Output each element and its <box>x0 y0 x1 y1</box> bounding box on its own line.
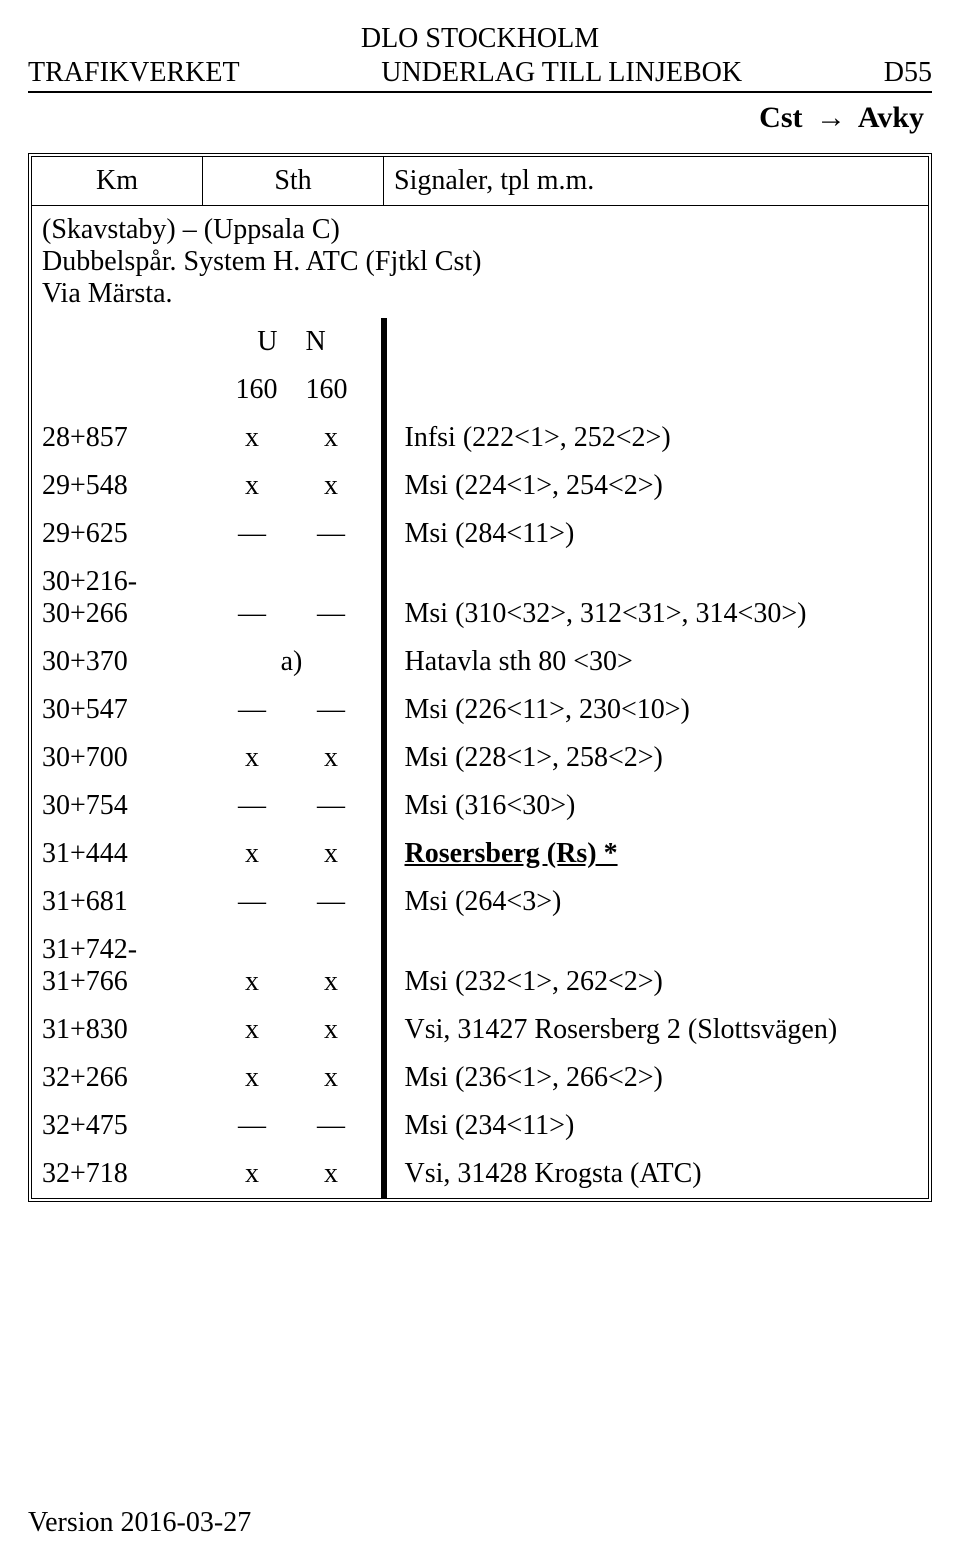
header-row: TRAFIKVERKET UNDERLAG TILL LINJEBOK D55 <box>28 57 932 93</box>
sth-cell: xx <box>203 830 384 878</box>
table-row: 32+718xxVsi, 31428 Krogsta (ATC) <box>32 1150 928 1198</box>
table-row: 30+754——Msi (316<30>) <box>32 782 928 830</box>
table-row: 32+475——Msi (234<11>) <box>32 1102 928 1150</box>
km-cell: 31+444 <box>32 830 203 878</box>
section-description-row: (Skavstaby) – (Uppsala C)Dubbelspår. Sys… <box>32 205 928 318</box>
signal-cell: Msi (228<1>, 258<2>) <box>384 734 929 782</box>
table-row: 31+444xxRosersberg (Rs) * <box>32 830 928 878</box>
signal-cell: Rosersberg (Rs) * <box>384 830 929 878</box>
table-row: 31+830xxVsi, 31427 Rosersberg 2 (Slottsv… <box>32 1006 928 1054</box>
km-cell: 31+830 <box>32 1006 203 1054</box>
route-line: Cst → Avky <box>28 101 932 135</box>
sth-cell: —— <box>203 686 384 734</box>
sth-cell: a) <box>203 638 384 686</box>
sth-cell: —— <box>203 558 384 638</box>
signal-cell: Msi (264<3>) <box>384 878 929 926</box>
km-cell: 30+547 <box>32 686 203 734</box>
km-cell: 32+266 <box>32 1054 203 1102</box>
un-u: U <box>257 326 277 358</box>
table-row: 31+742-31+766xxMsi (232<1>, 262<2>) <box>32 926 928 1006</box>
sth-cell: xx <box>203 926 384 1006</box>
km-cell: 31+681 <box>32 878 203 926</box>
km-cell: 30+754 <box>32 782 203 830</box>
un-n: N <box>306 326 326 358</box>
km-cell: 30+370 <box>32 638 203 686</box>
signal-cell: Msi (226<11>, 230<10>) <box>384 686 929 734</box>
km-cell: 28+857 <box>32 414 203 462</box>
signal-cell: Vsi, 31427 Rosersberg 2 (Slottsvägen) <box>384 1006 929 1054</box>
speed-n: 160 <box>306 374 348 406</box>
col-header-km: Km <box>32 157 203 206</box>
table-row: 29+625——Msi (284<11>) <box>32 510 928 558</box>
sth-cell: —— <box>203 510 384 558</box>
page-footer: Version 2016-03-27 <box>28 1507 251 1539</box>
signal-cell: Msi (234<11>) <box>384 1102 929 1150</box>
table-row: 30+216-30+266——Msi (310<32>, 312<31>, 31… <box>32 558 928 638</box>
section-description: (Skavstaby) – (Uppsala C)Dubbelspår. Sys… <box>32 205 928 318</box>
speed-row: 160 160 <box>32 366 928 414</box>
table-row: 31+681——Msi (264<3>) <box>32 878 928 926</box>
table-frame: Km Sth Signaler, tpl m.m. (Skavstaby) – … <box>28 153 932 1202</box>
km-cell: 29+625 <box>32 510 203 558</box>
table-row: 30+370a)Hatavla sth 80 <30> <box>32 638 928 686</box>
km-cell: 30+700 <box>32 734 203 782</box>
sth-cell: xx <box>203 1006 384 1054</box>
km-cell: 32+475 <box>32 1102 203 1150</box>
page-header: DLO STOCKHOLM TRAFIKVERKET UNDERLAG TILL… <box>28 24 932 135</box>
table-row: 29+548xxMsi (224<1>, 254<2>) <box>32 462 928 510</box>
header-top-center: DLO STOCKHOLM <box>28 24 932 55</box>
route-to: Avky <box>858 101 924 134</box>
signal-cell: Hatavla sth 80 <30> <box>384 638 929 686</box>
signal-cell: Infsi (222<1>, 252<2>) <box>384 414 929 462</box>
col-header-sth: Sth <box>203 157 384 206</box>
sth-cell: xx <box>203 462 384 510</box>
arrow-right-icon: → <box>810 101 852 135</box>
sth-cell: —— <box>203 1102 384 1150</box>
km-cell: 31+742-31+766 <box>32 926 203 1006</box>
km-cell: 30+216-30+266 <box>32 558 203 638</box>
sth-cell: xx <box>203 1150 384 1198</box>
header-center: UNDERLAG TILL LINJEBOK <box>240 57 884 89</box>
un-header-row: U N <box>32 318 928 366</box>
table-row: 30+700xxMsi (228<1>, 258<2>) <box>32 734 928 782</box>
table-row: 30+547——Msi (226<11>, 230<10>) <box>32 686 928 734</box>
table-row: 32+266xxMsi (236<1>, 266<2>) <box>32 1054 928 1102</box>
signal-cell: Msi (310<32>, 312<31>, 314<30>) <box>384 558 929 638</box>
sth-cell: xx <box>203 1054 384 1102</box>
km-cell: 29+548 <box>32 462 203 510</box>
table-row: 28+857xxInfsi (222<1>, 252<2>) <box>32 414 928 462</box>
signal-cell: Msi (284<11>) <box>384 510 929 558</box>
signal-cell: Vsi, 31428 Krogsta (ATC) <box>384 1150 929 1198</box>
header-right: D55 <box>884 57 932 89</box>
signals-table: Km Sth Signaler, tpl m.m. (Skavstaby) – … <box>32 157 928 1198</box>
km-cell: 32+718 <box>32 1150 203 1198</box>
signal-cell: Msi (236<1>, 266<2>) <box>384 1054 929 1102</box>
sth-cell: xx <box>203 414 384 462</box>
signal-cell: Msi (232<1>, 262<2>) <box>384 926 929 1006</box>
table-header-row: Km Sth Signaler, tpl m.m. <box>32 157 928 206</box>
sth-cell: xx <box>203 734 384 782</box>
signal-cell: Msi (224<1>, 254<2>) <box>384 462 929 510</box>
speed-u: 160 <box>236 374 278 406</box>
signal-cell: Msi (316<30>) <box>384 782 929 830</box>
sth-cell: —— <box>203 878 384 926</box>
col-header-signals: Signaler, tpl m.m. <box>384 157 929 206</box>
header-left: TRAFIKVERKET <box>28 57 240 89</box>
route-from: Cst <box>759 101 802 134</box>
sth-cell: —— <box>203 782 384 830</box>
